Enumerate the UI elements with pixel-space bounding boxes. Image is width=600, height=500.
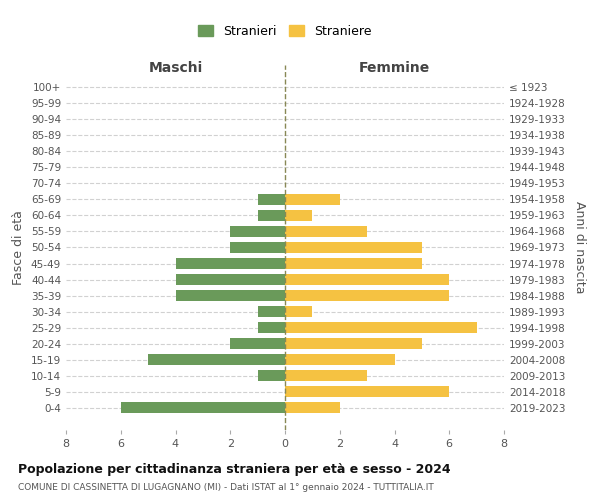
Bar	[230, 242, 285, 254]
Bar	[285, 290, 449, 302]
Bar	[257, 306, 285, 318]
Bar	[285, 306, 313, 318]
Bar	[285, 242, 422, 254]
Bar	[285, 274, 449, 285]
Bar	[257, 194, 285, 205]
Bar	[285, 194, 340, 205]
Bar	[148, 354, 285, 366]
Y-axis label: Fasce di età: Fasce di età	[13, 210, 25, 285]
Bar	[285, 370, 367, 382]
Bar	[257, 322, 285, 334]
Bar	[230, 226, 285, 237]
Text: Femmine: Femmine	[359, 60, 430, 74]
Text: Popolazione per cittadinanza straniera per età e sesso - 2024: Popolazione per cittadinanza straniera p…	[18, 462, 451, 475]
Bar	[176, 290, 285, 302]
Bar	[121, 402, 285, 413]
Bar	[285, 226, 367, 237]
Y-axis label: Anni di nascita: Anni di nascita	[574, 201, 586, 294]
Bar	[285, 402, 340, 413]
Bar	[285, 338, 422, 349]
Bar	[176, 258, 285, 270]
Legend: Stranieri, Straniere: Stranieri, Straniere	[193, 20, 377, 43]
Bar	[176, 274, 285, 285]
Bar	[257, 370, 285, 382]
Text: COMUNE DI CASSINETTA DI LUGAGNANO (MI) - Dati ISTAT al 1° gennaio 2024 - TUTTITA: COMUNE DI CASSINETTA DI LUGAGNANO (MI) -…	[18, 484, 434, 492]
Bar	[285, 322, 476, 334]
Bar	[285, 354, 395, 366]
Bar	[230, 338, 285, 349]
Bar	[285, 386, 449, 398]
Bar	[285, 210, 313, 221]
Bar	[257, 210, 285, 221]
Bar	[285, 258, 422, 270]
Text: Maschi: Maschi	[148, 60, 203, 74]
